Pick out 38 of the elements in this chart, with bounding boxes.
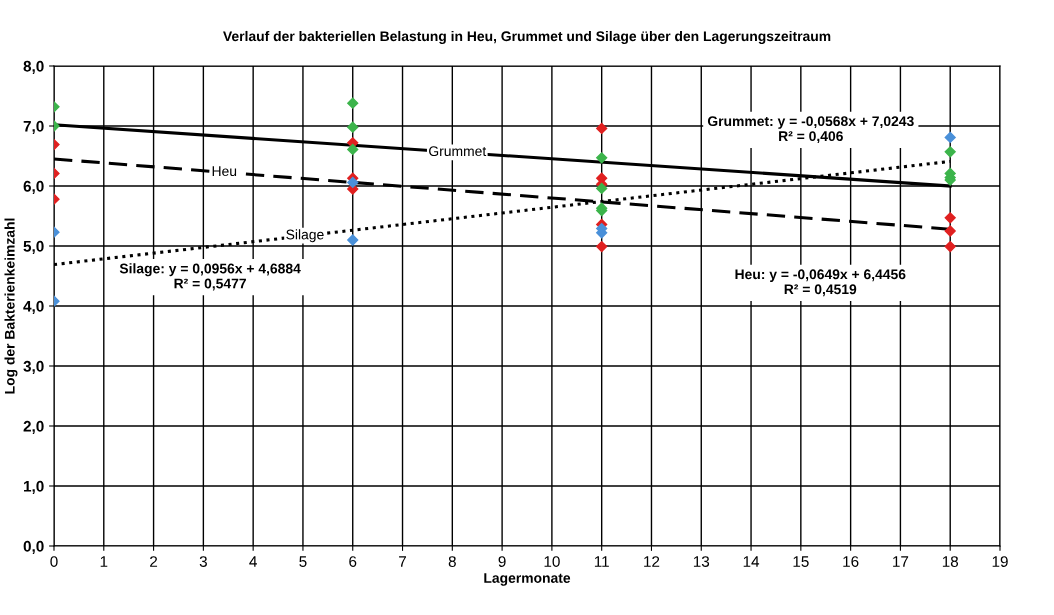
x-tick-label: 15 — [793, 556, 809, 567]
x-tick-label: 0 — [50, 556, 58, 567]
x-tick-label: 18 — [942, 556, 959, 567]
x-tick-label: 1 — [100, 556, 108, 567]
x-tick-label: 4 — [249, 556, 257, 567]
x-tick-label: 17 — [893, 556, 909, 567]
series-label: Heu — [212, 166, 237, 177]
x-tick-label: 6 — [349, 556, 357, 567]
y-tick-label: 8,0 — [23, 60, 44, 74]
series-label: Grummet — [429, 146, 487, 157]
x-tick-label: 7 — [399, 556, 407, 567]
y-tick-label: 0,0 — [23, 540, 44, 554]
y-tick-label: 4,0 — [23, 300, 44, 314]
x-tick-label: 3 — [199, 556, 207, 567]
x-tick-label: 16 — [843, 556, 859, 567]
y-axis-title: Log der Bakterienkeimzahl — [4, 218, 18, 394]
annotation: Grummet: y = -0,0568x + 7,0243 R² = 0,406 — [707, 116, 914, 144]
x-tick-label: 10 — [544, 556, 560, 567]
x-tick-label: 9 — [498, 556, 506, 567]
x-tick-label: 12 — [644, 556, 660, 567]
x-tick-label: 2 — [150, 556, 158, 567]
x-tick-label: 5 — [299, 556, 307, 567]
x-tick-label: 13 — [693, 556, 710, 567]
x-tick-label: 11 — [594, 556, 609, 567]
y-tick-label: 6,0 — [23, 180, 44, 194]
annotation: Heu: y = -0,0649x + 6,4456 R² = 0,4519 — [735, 269, 906, 297]
series-label: Silage — [286, 229, 324, 243]
y-tick-label: 5,0 — [23, 240, 44, 254]
y-tick-label: 7,0 — [23, 120, 44, 134]
x-tick-label: 14 — [743, 556, 760, 567]
x-tick-label: 8 — [448, 556, 456, 567]
x-tick-label: 19 — [992, 556, 1008, 567]
y-tick-label: 1,0 — [24, 480, 44, 494]
chart-title: Verlauf der bakteriellen Belastung in Heu, Grummet und Silage über den Lagerungszeitraum — [223, 30, 831, 44]
y-tick-label: 3,0 — [23, 360, 44, 374]
annotation: Silage: y = 0,0956x + 4,6884 R² = 0,5477 — [119, 263, 301, 291]
x-axis-title: Lagermonate — [484, 573, 571, 586]
y-tick-label: 2,0 — [23, 420, 44, 434]
